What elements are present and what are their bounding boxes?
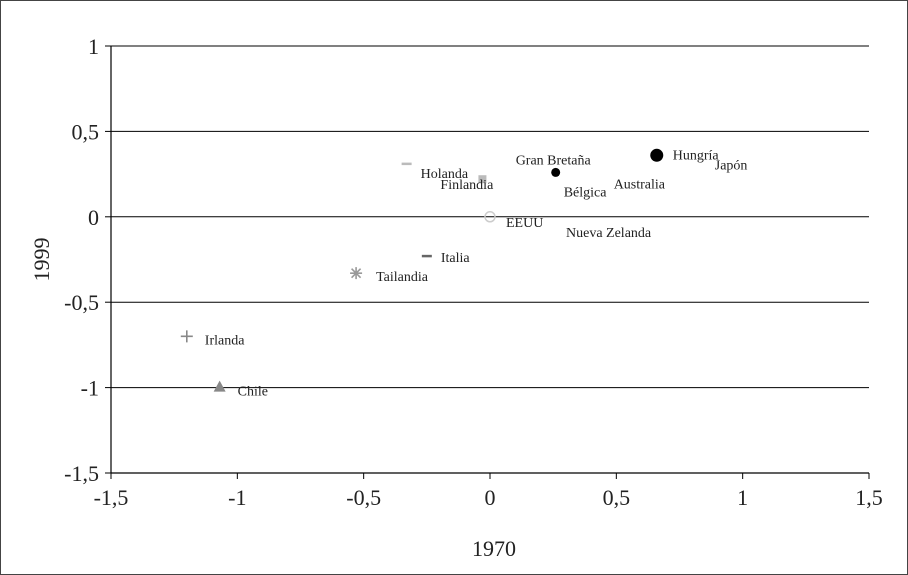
x-tick-label: -1,5 xyxy=(94,485,129,510)
y-axis-title: 1999 xyxy=(29,238,54,282)
y-tick-label: 0 xyxy=(88,205,99,230)
point-label: Gran Bretaña xyxy=(516,153,592,168)
point-marker-12 xyxy=(213,380,226,392)
y-tick-label: 1 xyxy=(88,34,99,59)
point-marker-11 xyxy=(180,330,193,343)
point-label: Italia xyxy=(441,251,471,266)
x-tick-label: 0 xyxy=(485,485,496,510)
x-axis-title: 1970 xyxy=(472,536,516,561)
point-label: Japón xyxy=(715,158,748,173)
x-tick-label: -0,5 xyxy=(346,485,381,510)
y-tick-label: -1,5 xyxy=(64,461,99,486)
y-tick-label: 0,5 xyxy=(72,119,100,144)
point-marker-0 xyxy=(650,148,664,162)
x-tick-label: 1,5 xyxy=(855,485,883,510)
point-label: Hungría xyxy=(673,148,720,163)
point-marker-6 xyxy=(478,175,487,184)
point-marker-2 xyxy=(551,167,561,177)
point-label: Holanda xyxy=(421,167,469,182)
point-label: Australia xyxy=(614,177,666,192)
point-label: EEUU xyxy=(506,216,543,231)
point-label: Tailandia xyxy=(376,270,429,285)
y-tick-label: -1 xyxy=(81,376,99,401)
point-label: Irlanda xyxy=(205,333,245,348)
x-tick-label: 1 xyxy=(737,485,748,510)
point-label: Chile xyxy=(238,385,268,400)
point-marker-7 xyxy=(484,211,496,223)
point-marker-10 xyxy=(350,267,363,280)
x-tick-label: -1 xyxy=(228,485,246,510)
y-tick-label: -0,5 xyxy=(64,290,99,315)
point-label: Bélgica xyxy=(564,185,608,200)
point-label: Finlandia xyxy=(440,178,494,193)
point-label: Nueva Zelanda xyxy=(566,226,652,241)
x-tick-label: 0,5 xyxy=(603,485,631,510)
